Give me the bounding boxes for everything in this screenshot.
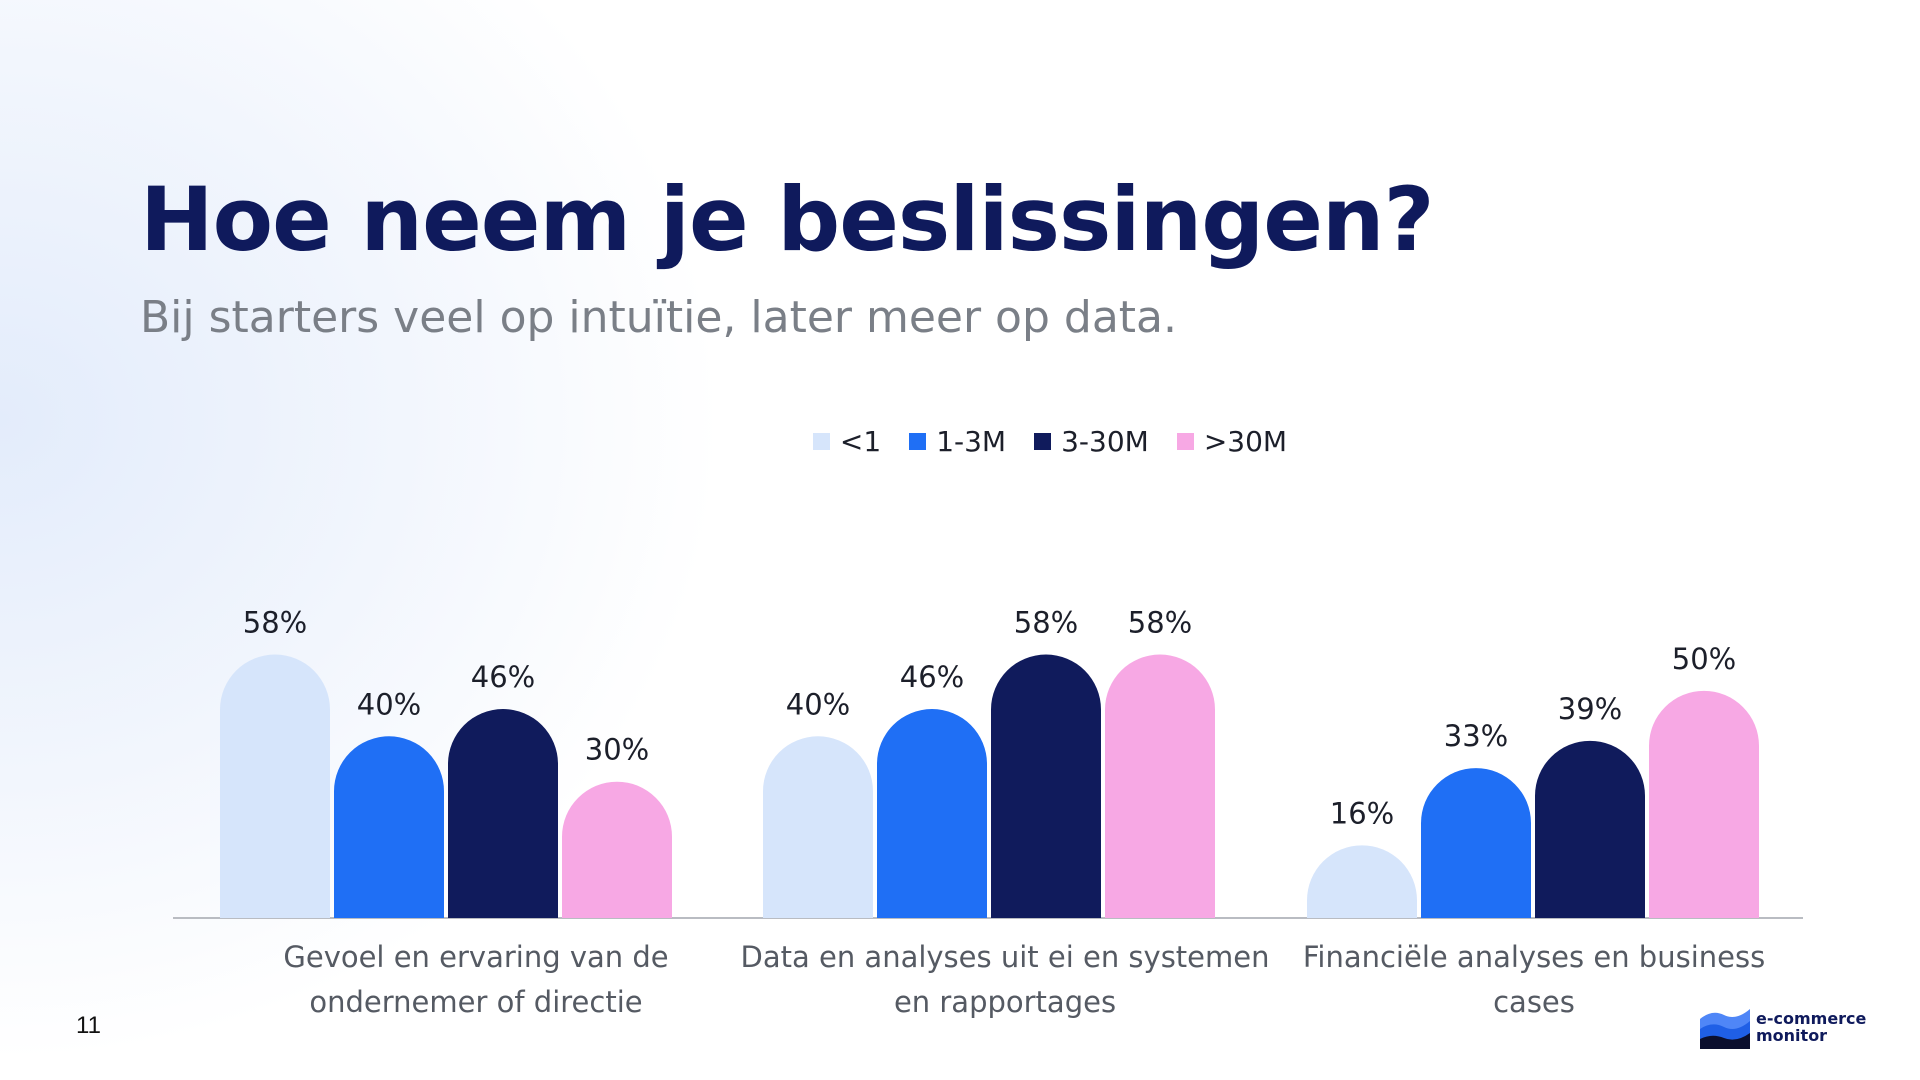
- legend-label: 3-30M: [1061, 425, 1149, 458]
- bar-value-label: 46%: [471, 660, 535, 694]
- legend-label: >30M: [1203, 425, 1288, 458]
- legend-swatch: [812, 433, 830, 450]
- bar: [1535, 740, 1645, 918]
- bar-value-label: 39%: [1558, 692, 1622, 726]
- bar: [220, 654, 330, 918]
- chart-legend: <1 1-3M 3-30M >30M: [0, 425, 1920, 458]
- legend-item: 1-3M: [909, 425, 1006, 458]
- bar-value-label: 58%: [243, 606, 307, 640]
- bar: [1649, 690, 1759, 918]
- category-label: Financiële analyses en business cases: [1302, 940, 1766, 1019]
- bar-value-label: 50%: [1672, 642, 1736, 676]
- legend-swatch: [909, 433, 927, 450]
- bar-value-label: 58%: [1014, 606, 1078, 640]
- page-number: 11: [76, 1012, 101, 1039]
- bar-value-label: 33%: [1444, 719, 1508, 753]
- bar: [1421, 768, 1531, 918]
- bar: [1105, 654, 1215, 918]
- brand-logo: e-commerce monitor: [1700, 1005, 1866, 1049]
- bar: [334, 736, 444, 918]
- bar: [991, 654, 1101, 918]
- wave-logo-icon: [1700, 1009, 1750, 1049]
- legend-label: <1: [839, 425, 882, 458]
- bar-value-label: 16%: [1330, 796, 1394, 830]
- bar: [763, 736, 873, 918]
- category-label: Data en analyses uit ei en systemen en r…: [740, 940, 1270, 1019]
- bar-value-label: 58%: [1128, 606, 1192, 640]
- legend-swatch: [1176, 433, 1194, 450]
- bar-value-label: 40%: [357, 687, 421, 721]
- category-label: Gevoel en ervaring van de ondernemer of …: [283, 940, 669, 1019]
- bar: [448, 709, 558, 918]
- bar-value-label: 46%: [900, 660, 964, 694]
- legend-label: 1-3M: [936, 425, 1007, 458]
- logo-text: e-commerce monitor: [1756, 1009, 1867, 1045]
- bar-value-label: 30%: [585, 733, 649, 767]
- bar: [1307, 845, 1417, 918]
- legend-item: <1: [812, 425, 882, 458]
- legend-item: >30M: [1176, 425, 1288, 458]
- slide-title: Hoe neem je beslissingen?: [140, 168, 1435, 271]
- bar: [562, 781, 672, 918]
- bar: [877, 709, 987, 918]
- legend-item: 3-30M: [1034, 425, 1149, 458]
- bar-value-label: 40%: [786, 687, 850, 721]
- slide-subtitle: Bij starters veel op intuïtie, later mee…: [140, 292, 1177, 343]
- legend-swatch: [1034, 433, 1052, 450]
